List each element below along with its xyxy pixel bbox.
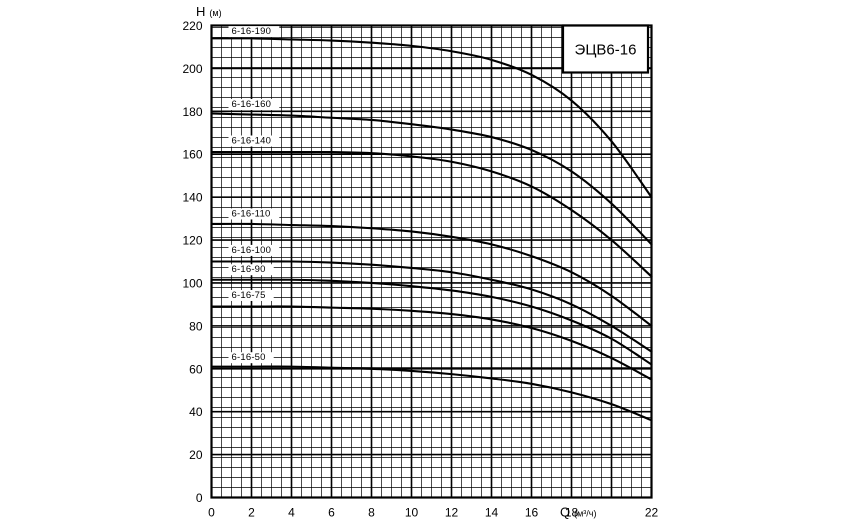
curve-label-6-16-110: 6-16-110 <box>232 208 271 219</box>
chart-title-text: ЭЦВ6-16 <box>575 42 637 59</box>
x-tick-label: 12 <box>445 506 459 520</box>
x-tick-label: 2 <box>248 506 255 520</box>
pump-curve-6-16-90 <box>210 278 653 366</box>
curve-label-6-16-140: 6-16-140 <box>232 136 272 147</box>
y-tick-label: 160 <box>182 148 202 162</box>
y-tick-label: 40 <box>189 405 203 419</box>
curve-label-backdrop <box>228 264 274 276</box>
curve-label-6-16-50: 6-16-50 <box>232 352 266 363</box>
y-tick-label: 20 <box>189 448 203 462</box>
chart-title-box: ЭЦВ6-16 <box>561 24 650 74</box>
curve-label-6-16-75: 6-16-75 <box>232 290 266 301</box>
curves-group <box>210 37 653 422</box>
x-tick-label: 18 <box>565 506 579 520</box>
axis-titles: H (м) Q (м³/ч) <box>196 4 597 520</box>
y-tick-label: 80 <box>189 319 203 333</box>
curve-label-backdrop <box>228 352 274 364</box>
curve-label-backdrop <box>228 99 280 111</box>
curve-label-6-16-100: 6-16-100 <box>232 245 272 256</box>
y-tick-label: 220 <box>182 19 202 33</box>
y-axis-tick-labels: 0 20 40 60 80 100 120 140 160 180 200 220 <box>182 19 202 505</box>
y-tick-label: 100 <box>182 276 202 290</box>
y-tick-label: 140 <box>182 191 202 205</box>
curve-label-6-16-90: 6-16-90 <box>232 264 266 275</box>
curve-label-backdrop <box>228 135 280 147</box>
x-tick-label: 10 <box>405 506 419 520</box>
pump-curve-6-16-160 <box>210 112 653 246</box>
pump-curve-6-16-110 <box>210 222 653 327</box>
pump-curve-6-16-100 <box>210 260 653 353</box>
pump-curve-6-16-75 <box>210 305 653 381</box>
y-tick-label: 200 <box>182 62 202 76</box>
x-tick-label: 0 <box>208 506 215 520</box>
x-tick-label: 16 <box>525 506 539 520</box>
y-tick-label: 0 <box>196 491 203 505</box>
curve-label-backdrop <box>228 244 280 256</box>
x-tick-label: 14 <box>485 506 499 520</box>
x-axis-title: Q (м³/ч) <box>560 505 597 520</box>
y-tick-label: 180 <box>182 105 202 119</box>
pump-curve-6-16-50 <box>210 365 653 422</box>
x-tick-label: 8 <box>368 506 375 520</box>
curve-label-6-16-190: 6-16-190 <box>232 26 272 37</box>
x-tick-label: 6 <box>328 506 335 520</box>
curve-label-6-16-160: 6-16-160 <box>232 99 272 110</box>
y-tick-label: 120 <box>182 234 202 248</box>
curve-label-backdrop <box>228 208 280 220</box>
curve-labels-group: 6-16-190 6-16-160 6-16-140 6-16-110 6-16-100… <box>228 26 280 364</box>
x-axis-tick-labels: 0 2 4 6 8 10 12 14 16 18 22 <box>208 506 658 520</box>
x-tick-label: 22 <box>645 506 659 520</box>
x-tick-label: 4 <box>288 506 295 520</box>
pump-curve-6-16-140 <box>210 150 653 278</box>
y-tick-label: 60 <box>189 362 203 376</box>
y-axis-title: H (м) <box>196 4 222 19</box>
curve-label-backdrop <box>228 289 274 301</box>
curve-label-backdrop <box>228 26 280 38</box>
title-box-frame <box>561 24 650 74</box>
pump-curve-6-16-190 <box>210 37 653 199</box>
